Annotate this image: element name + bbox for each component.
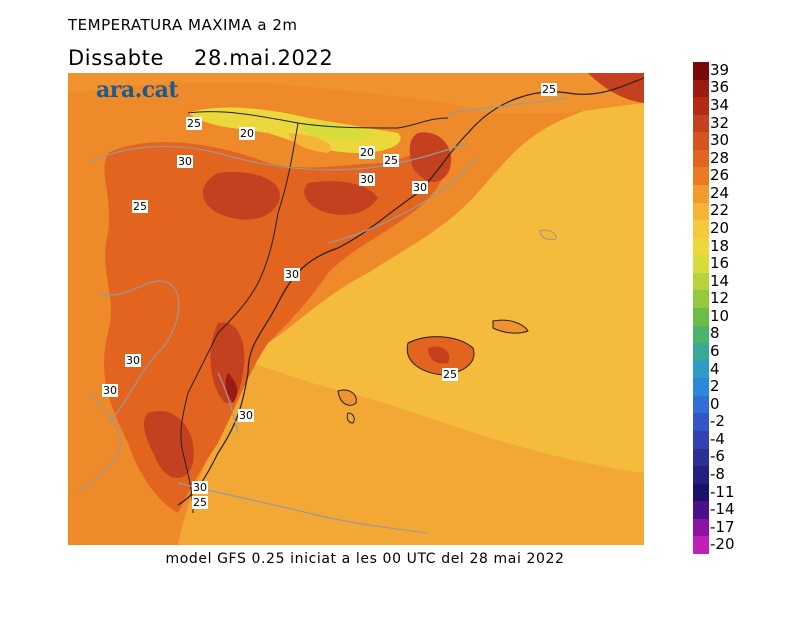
temperature-map — [68, 73, 644, 545]
color-scale-labels: 39 36 34 32 30 28 26 24 22 20 18 16 14 12 10 8 6 4 2 0 -2 -4-… — [710, 62, 770, 554]
color-scale-label: 24 — [710, 183, 730, 202]
color-scale-bar — [693, 62, 709, 555]
contour-label: 30 — [284, 268, 300, 281]
color-scale-label: 30 — [710, 131, 730, 150]
contour-label: 25 — [192, 496, 208, 509]
color-scale-label: 28 — [710, 148, 730, 167]
color-scale-label: 4 — [710, 359, 720, 378]
color-scale-swatch — [693, 237, 709, 256]
contour-label: 30 — [359, 173, 375, 186]
color-scale-label: -8 — [710, 464, 725, 483]
color-scale-swatch — [693, 466, 709, 485]
color-scale-label: -20 — [710, 535, 735, 554]
color-scale-swatch — [693, 202, 709, 221]
color-scale-label: 10 — [710, 306, 730, 325]
color-scale-swatch — [693, 220, 709, 239]
color-scale-swatch — [693, 413, 709, 432]
map-date: Dissabte 28.mai.2022 — [68, 46, 363, 70]
temperature-map-canvas — [68, 73, 644, 545]
color-scale-swatch — [693, 360, 709, 379]
color-scale-swatch — [693, 431, 709, 450]
color-scale-swatch — [693, 167, 709, 186]
color-scale-swatch — [693, 79, 709, 98]
color-scale-swatch — [693, 448, 709, 467]
color-scale-swatch — [693, 536, 709, 555]
color-scale-label: 2 — [710, 377, 720, 396]
color-scale-swatch — [693, 290, 709, 309]
color-scale-label: 0 — [710, 394, 720, 413]
color-scale-swatch — [693, 132, 709, 151]
color-scale-label: -11 — [710, 482, 735, 501]
color-scale-label: 34 — [710, 95, 730, 114]
color-scale-label: -6 — [710, 447, 725, 466]
contour-label: 20 — [239, 127, 255, 140]
color-scale-label: -4 — [710, 429, 725, 448]
color-scale-swatch — [693, 308, 709, 327]
date-label: 28.mai.2022 — [194, 46, 334, 70]
color-scale-swatch — [693, 62, 709, 81]
color-scale-label: -2 — [710, 412, 725, 431]
color-scale-swatch — [693, 378, 709, 397]
contour-label: 25 — [383, 154, 399, 167]
contour-label: 20 — [359, 146, 375, 159]
color-scale-label: 36 — [710, 78, 730, 97]
color-scale-label: 18 — [710, 236, 730, 255]
color-scale-swatch — [693, 149, 709, 168]
color-scale-label: 6 — [710, 341, 720, 360]
color-scale-swatch — [693, 185, 709, 204]
color-scale-label: 20 — [710, 218, 730, 237]
contour-label: 30 — [125, 354, 141, 367]
contour-label: 30 — [102, 384, 118, 397]
color-scale-swatch — [693, 483, 709, 502]
color-scale-label: 32 — [710, 113, 730, 132]
contour-label: 30 — [412, 181, 428, 194]
color-scale-label: -14 — [710, 500, 735, 519]
color-scale-label: 22 — [710, 201, 730, 220]
contour-label: 30 — [177, 155, 193, 168]
color-scale-label: -17 — [710, 517, 735, 536]
color-scale-swatch — [693, 272, 709, 291]
contour-label: 25 — [132, 200, 148, 213]
color-scale-swatch — [693, 255, 709, 274]
color-scale-label: 14 — [710, 271, 730, 290]
contour-label: 25 — [442, 368, 458, 381]
map-title: TEMPERATURA MAXIMA a 2m — [68, 16, 298, 34]
contour-label: 25 — [541, 83, 557, 96]
color-scale-label: 26 — [710, 166, 730, 185]
contour-label: 30 — [238, 409, 254, 422]
model-info: model GFS 0.25 iniciat a les 00 UTC del … — [165, 551, 565, 567]
color-scale-swatch — [693, 501, 709, 520]
ara-cat-logo[interactable]: ara.cat — [96, 77, 179, 103]
color-scale-swatch — [693, 395, 709, 414]
color-scale-label: 16 — [710, 254, 730, 273]
color-scale-swatch — [693, 325, 709, 344]
color-scale-label: 39 — [710, 60, 730, 79]
day-label: Dissabte — [68, 46, 165, 70]
color-scale-label: 8 — [710, 324, 720, 343]
contour-label: 30 — [192, 481, 208, 494]
color-scale-swatch — [693, 114, 709, 133]
contour-label: 25 — [186, 117, 202, 130]
color-scale-swatch — [693, 97, 709, 116]
color-scale-swatch — [693, 343, 709, 362]
color-scale-label: 12 — [710, 289, 730, 308]
color-scale-swatch — [693, 518, 709, 537]
